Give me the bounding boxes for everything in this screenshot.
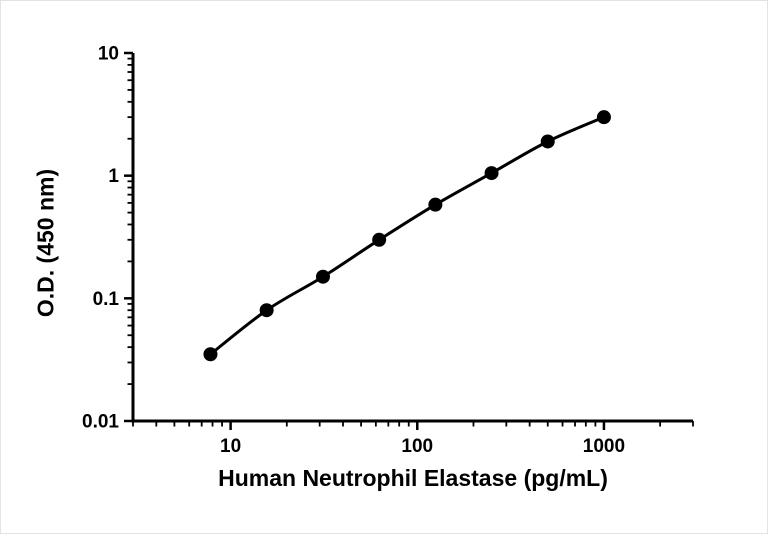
y-tick-label: 0.01 xyxy=(82,412,119,433)
data-point-marker xyxy=(259,303,274,318)
x-tick-label: 10 xyxy=(220,436,241,457)
x-tick-label: 100 xyxy=(401,436,433,457)
standard-curve-line xyxy=(208,115,606,356)
data-point-marker xyxy=(315,269,330,284)
y-tick-label: 10 xyxy=(98,44,119,65)
data-point-marker xyxy=(484,166,499,181)
x-axis-title: Human Neutrophil Elastase (pg/mL) xyxy=(218,465,608,491)
data-point-marker xyxy=(540,134,555,149)
data-point-marker xyxy=(596,110,611,125)
y-axis-title: O.D. (450 nm) xyxy=(32,168,59,318)
data-point-marker xyxy=(372,232,387,247)
data-point-marker xyxy=(428,197,443,212)
y-tick-label: 0.1 xyxy=(93,289,120,310)
y-tick-label: 1 xyxy=(108,166,119,187)
data-point-marker xyxy=(203,347,218,362)
x-tick-label: 1000 xyxy=(583,436,625,457)
